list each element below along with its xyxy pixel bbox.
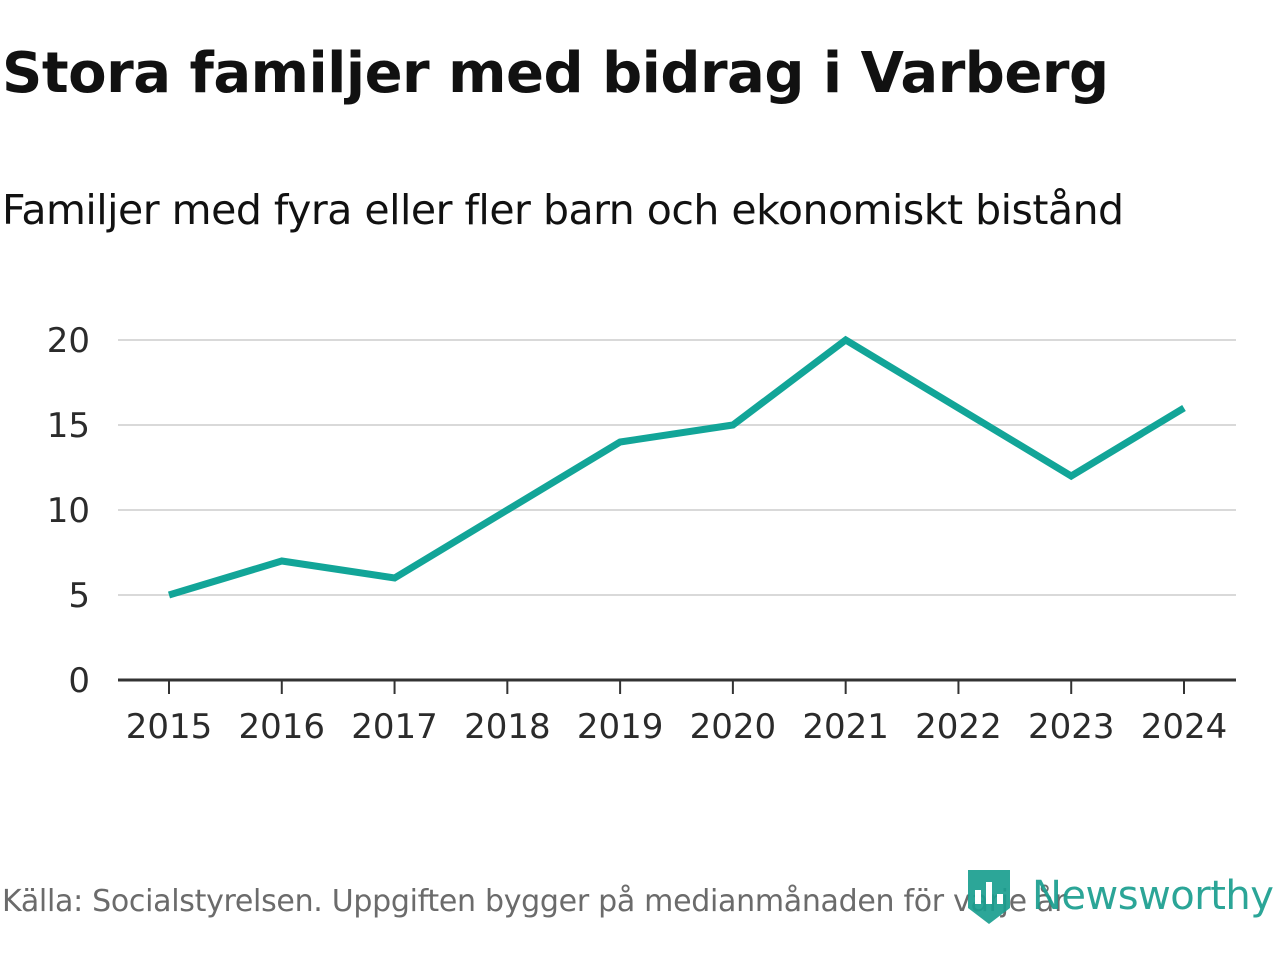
y-tick-label: 0 (68, 661, 90, 701)
newsworthy-logo-icon (968, 870, 1010, 924)
x-tick-label: 2024 (1141, 707, 1228, 747)
line-chart: 0 5 10 15 20 2015 2016 2017 2018 2019 2020 2021 202… (47, 321, 1236, 747)
x-axis-ticks: 2015 2016 2017 2018 2019 2020 2021 2022 2023 2024 (126, 680, 1228, 747)
x-tick-label: 2022 (915, 707, 1002, 747)
source-note: Källa: Socialstyrelsen. Uppgiften bygger… (2, 884, 1067, 919)
y-tick-label: 15 (47, 406, 90, 446)
y-tick-label: 20 (47, 321, 90, 361)
x-tick-label: 2018 (464, 707, 551, 747)
x-tick-label: 2015 (126, 707, 213, 747)
gridlines (118, 339, 1236, 596)
x-tick-label: 2016 (239, 707, 326, 747)
series-line-0 (167, 335, 1186, 599)
newsworthy-logo-text: Newsworthy (1032, 873, 1274, 919)
x-tick-label: 2020 (690, 707, 777, 747)
x-tick-label: 2017 (351, 707, 438, 747)
series-lines (167, 335, 1186, 599)
x-tick-label: 2019 (577, 707, 664, 747)
newsworthy-logo: Newsworthy (964, 864, 1274, 928)
chart-title: Stora familjer med bidrag i Varberg (2, 41, 1109, 106)
y-tick-label: 5 (68, 576, 90, 616)
chart-subtitle: Familjer med fyra eller fler barn och ek… (2, 186, 1124, 234)
y-tick-label: 10 (47, 491, 90, 531)
x-tick-label: 2023 (1028, 707, 1115, 747)
x-tick-label: 2021 (802, 707, 889, 747)
y-axis-ticks: 0 5 10 15 20 (47, 321, 90, 701)
